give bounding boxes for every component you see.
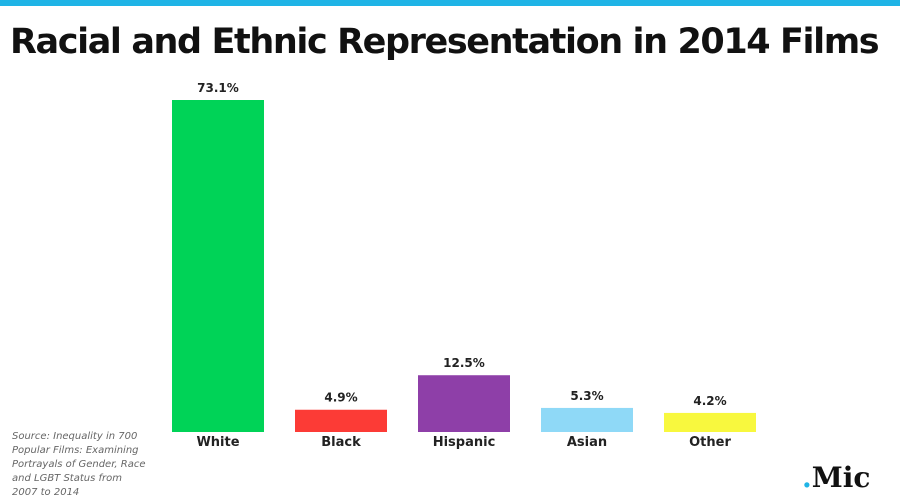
- logo-dot: .: [802, 461, 812, 494]
- logo-text: Mic: [811, 461, 871, 494]
- category-label-asian: Asian: [567, 435, 607, 450]
- bar-white: [172, 100, 264, 432]
- value-label-hispanic: 12.5%: [443, 356, 485, 370]
- bar-black: [295, 409, 387, 432]
- top-accent-bar: [0, 0, 900, 6]
- value-label-asian: 5.3%: [570, 389, 603, 403]
- value-label-white: 73.1%: [197, 81, 239, 95]
- bars-layer: 73.1% White 4.9% Black 12.5% Hispanic 5.3% Asia…: [172, 81, 756, 450]
- value-label-other: 4.2%: [693, 394, 726, 408]
- value-label-black: 4.9%: [324, 391, 357, 405]
- chart-title: Racial and Ethnic Representation in 2014…: [10, 22, 880, 62]
- bar-hispanic: [418, 375, 510, 432]
- mic-logo: .Mic: [802, 462, 870, 494]
- source-note: Source: Inequality in 700 Popular Films:…: [12, 431, 146, 498]
- category-label-black: Black: [321, 435, 361, 450]
- bar-asian: [541, 407, 633, 432]
- category-label-hispanic: Hispanic: [433, 435, 496, 450]
- bar-other: [664, 412, 756, 432]
- category-label-other: Other: [689, 435, 731, 450]
- category-label-white: White: [196, 435, 239, 450]
